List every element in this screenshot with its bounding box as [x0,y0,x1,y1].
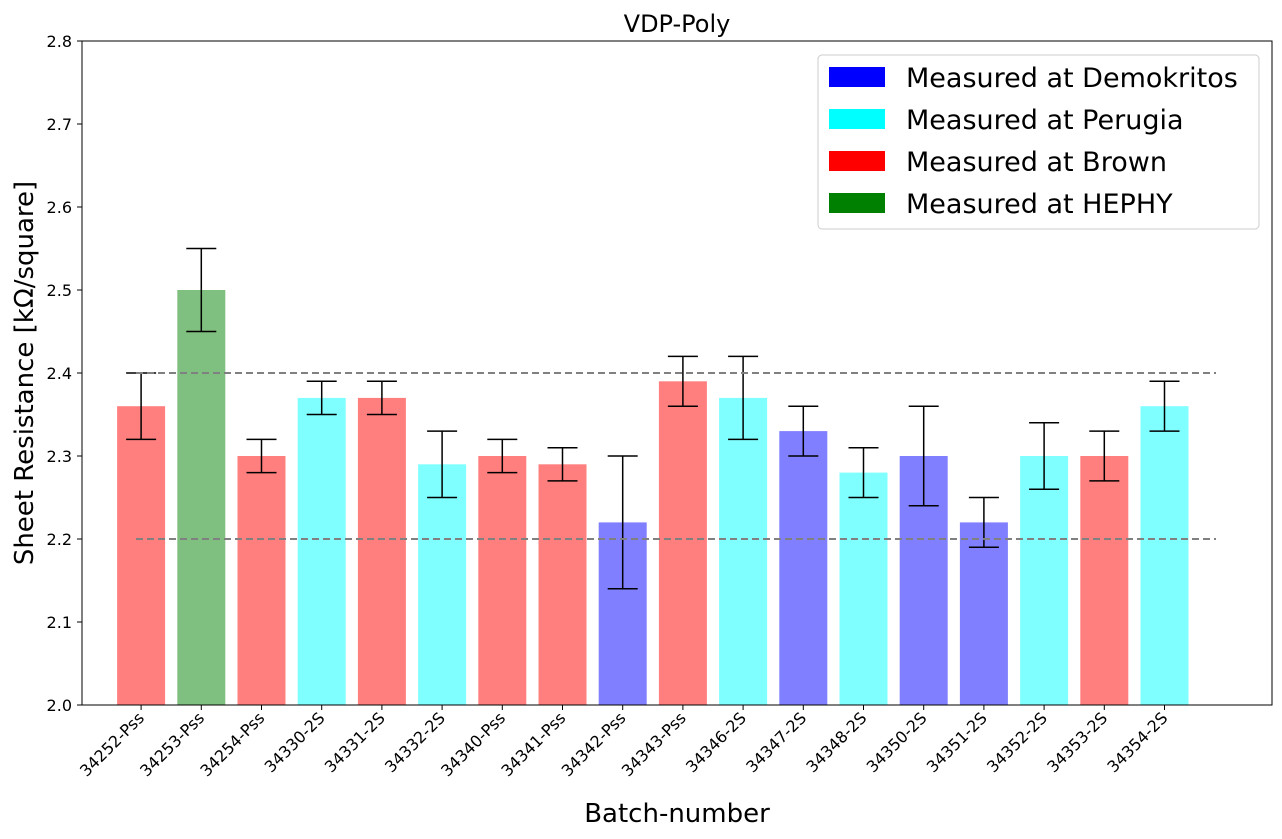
bar-34254-Pss [237,456,286,705]
legend-box [817,54,1260,230]
x-tick-label: 34340-Pss [437,708,509,780]
error-bar-34254-Pss [246,438,277,474]
x-axis: 34252-Pss34253-Pss34254-Pss34330-2S34331… [76,705,1171,780]
bar-34353-2S [1080,456,1129,705]
legend: Measured at Demokritos Measured at Perugi… [817,54,1260,230]
error-bar-34342-Pss [607,455,638,590]
legend-item: Measured at HEPHY [829,189,1173,220]
legend-label: Measured at Perugia [906,105,1184,136]
bar-34351-2S [959,522,1008,705]
bar-34332-2S [418,464,467,705]
legend-swatch [829,67,885,87]
error-bar-34341-Pss [547,446,578,482]
x-tick-label: 34330-2S [261,708,329,776]
legend-label: Measured at Demokritos [906,63,1238,94]
bar-34330-2S [297,397,346,705]
legend-swatch [829,193,885,213]
legend-label: Measured at Brown [906,147,1167,178]
y-tick-label: 2.7 [47,115,72,134]
x-tick-label: 34346-2S [682,708,750,776]
error-bar-34350-2S [908,405,939,507]
reference-lines-group [136,372,1216,540]
y-tick-label: 2.0 [47,696,72,715]
bar-34341-Pss [538,464,587,705]
legend-item: Measured at Demokritos [829,63,1238,94]
x-tick-label: 34342-Pss [558,708,630,780]
y-tick-label: 2.1 [47,613,72,632]
x-tick-label: 34341-Pss [497,708,569,780]
bar-34253-Pss [177,290,226,705]
x-tick-label: 34347-2S [742,708,810,776]
bar-34348-2S [839,472,888,705]
bar-34347-2S [779,431,828,705]
x-tick-label: 34252-Pss [76,708,148,780]
legend-item: Measured at Perugia [829,105,1184,136]
y-tick-label: 2.2 [47,530,72,549]
y-tick-label: 2.8 [47,32,72,51]
error-bar-34348-2S [848,446,879,499]
bar-34352-2S [1020,456,1069,705]
bars-group [117,290,1189,705]
error-bar-34352-2S [1029,422,1060,490]
error-bar-34343-Pss [667,355,698,407]
x-tick-label: 34354-2S [1103,708,1171,776]
legend-item: Measured at Brown [829,147,1167,178]
error-bars-group [126,247,1180,590]
y-tick-label: 2.6 [47,198,72,217]
y-tick-label: 2.4 [47,364,72,383]
y-tick-label: 2.3 [47,447,72,466]
bar-34343-Pss [658,381,707,705]
legend-swatch [829,109,885,129]
error-bar-34346-2S [728,355,759,441]
error-bar-34347-2S [788,405,819,457]
error-bar-34340-Pss [487,438,518,474]
x-axis-title: Batch-number [584,799,770,829]
error-bar-34330-2S [306,380,337,416]
error-bar-34353-2S [1089,430,1120,482]
y-tick-label: 2.5 [47,281,72,300]
x-tick-label: 34343-Pss [618,708,690,780]
x-tick-label: 34352-2S [983,708,1051,776]
x-tick-label: 34254-Pss [196,708,268,780]
bar-34354-2S [1140,406,1189,705]
x-tick-label: 34331-2S [321,708,389,776]
bar-34252-Pss [117,406,166,705]
y-axis: 2.0 2.1 2.2 2.3 2.4 2.5 2.6 2.7 2.8 [47,32,82,715]
x-tick-label: 34348-2S [802,708,870,776]
legend-label: Measured at HEPHY [906,189,1173,220]
legend-swatch [829,151,885,171]
error-bar-34332-2S [427,430,458,499]
error-bar-34253-Pss [186,247,217,333]
bar-34346-2S [719,397,768,705]
error-bar-34331-2S [366,380,397,416]
x-tick-label: 34351-2S [923,708,991,776]
y-axis-title: Sheet Resistance [kΩ/square] [10,181,40,565]
bar-34340-Pss [478,456,527,705]
bar-34331-2S [357,397,406,705]
x-tick-label: 34353-2S [1043,708,1111,776]
chart-title: VDP-Poly [624,10,731,38]
x-tick-label: 34350-2S [863,708,931,776]
error-bar-34354-2S [1149,380,1180,432]
x-tick-label: 34253-Pss [136,708,208,780]
